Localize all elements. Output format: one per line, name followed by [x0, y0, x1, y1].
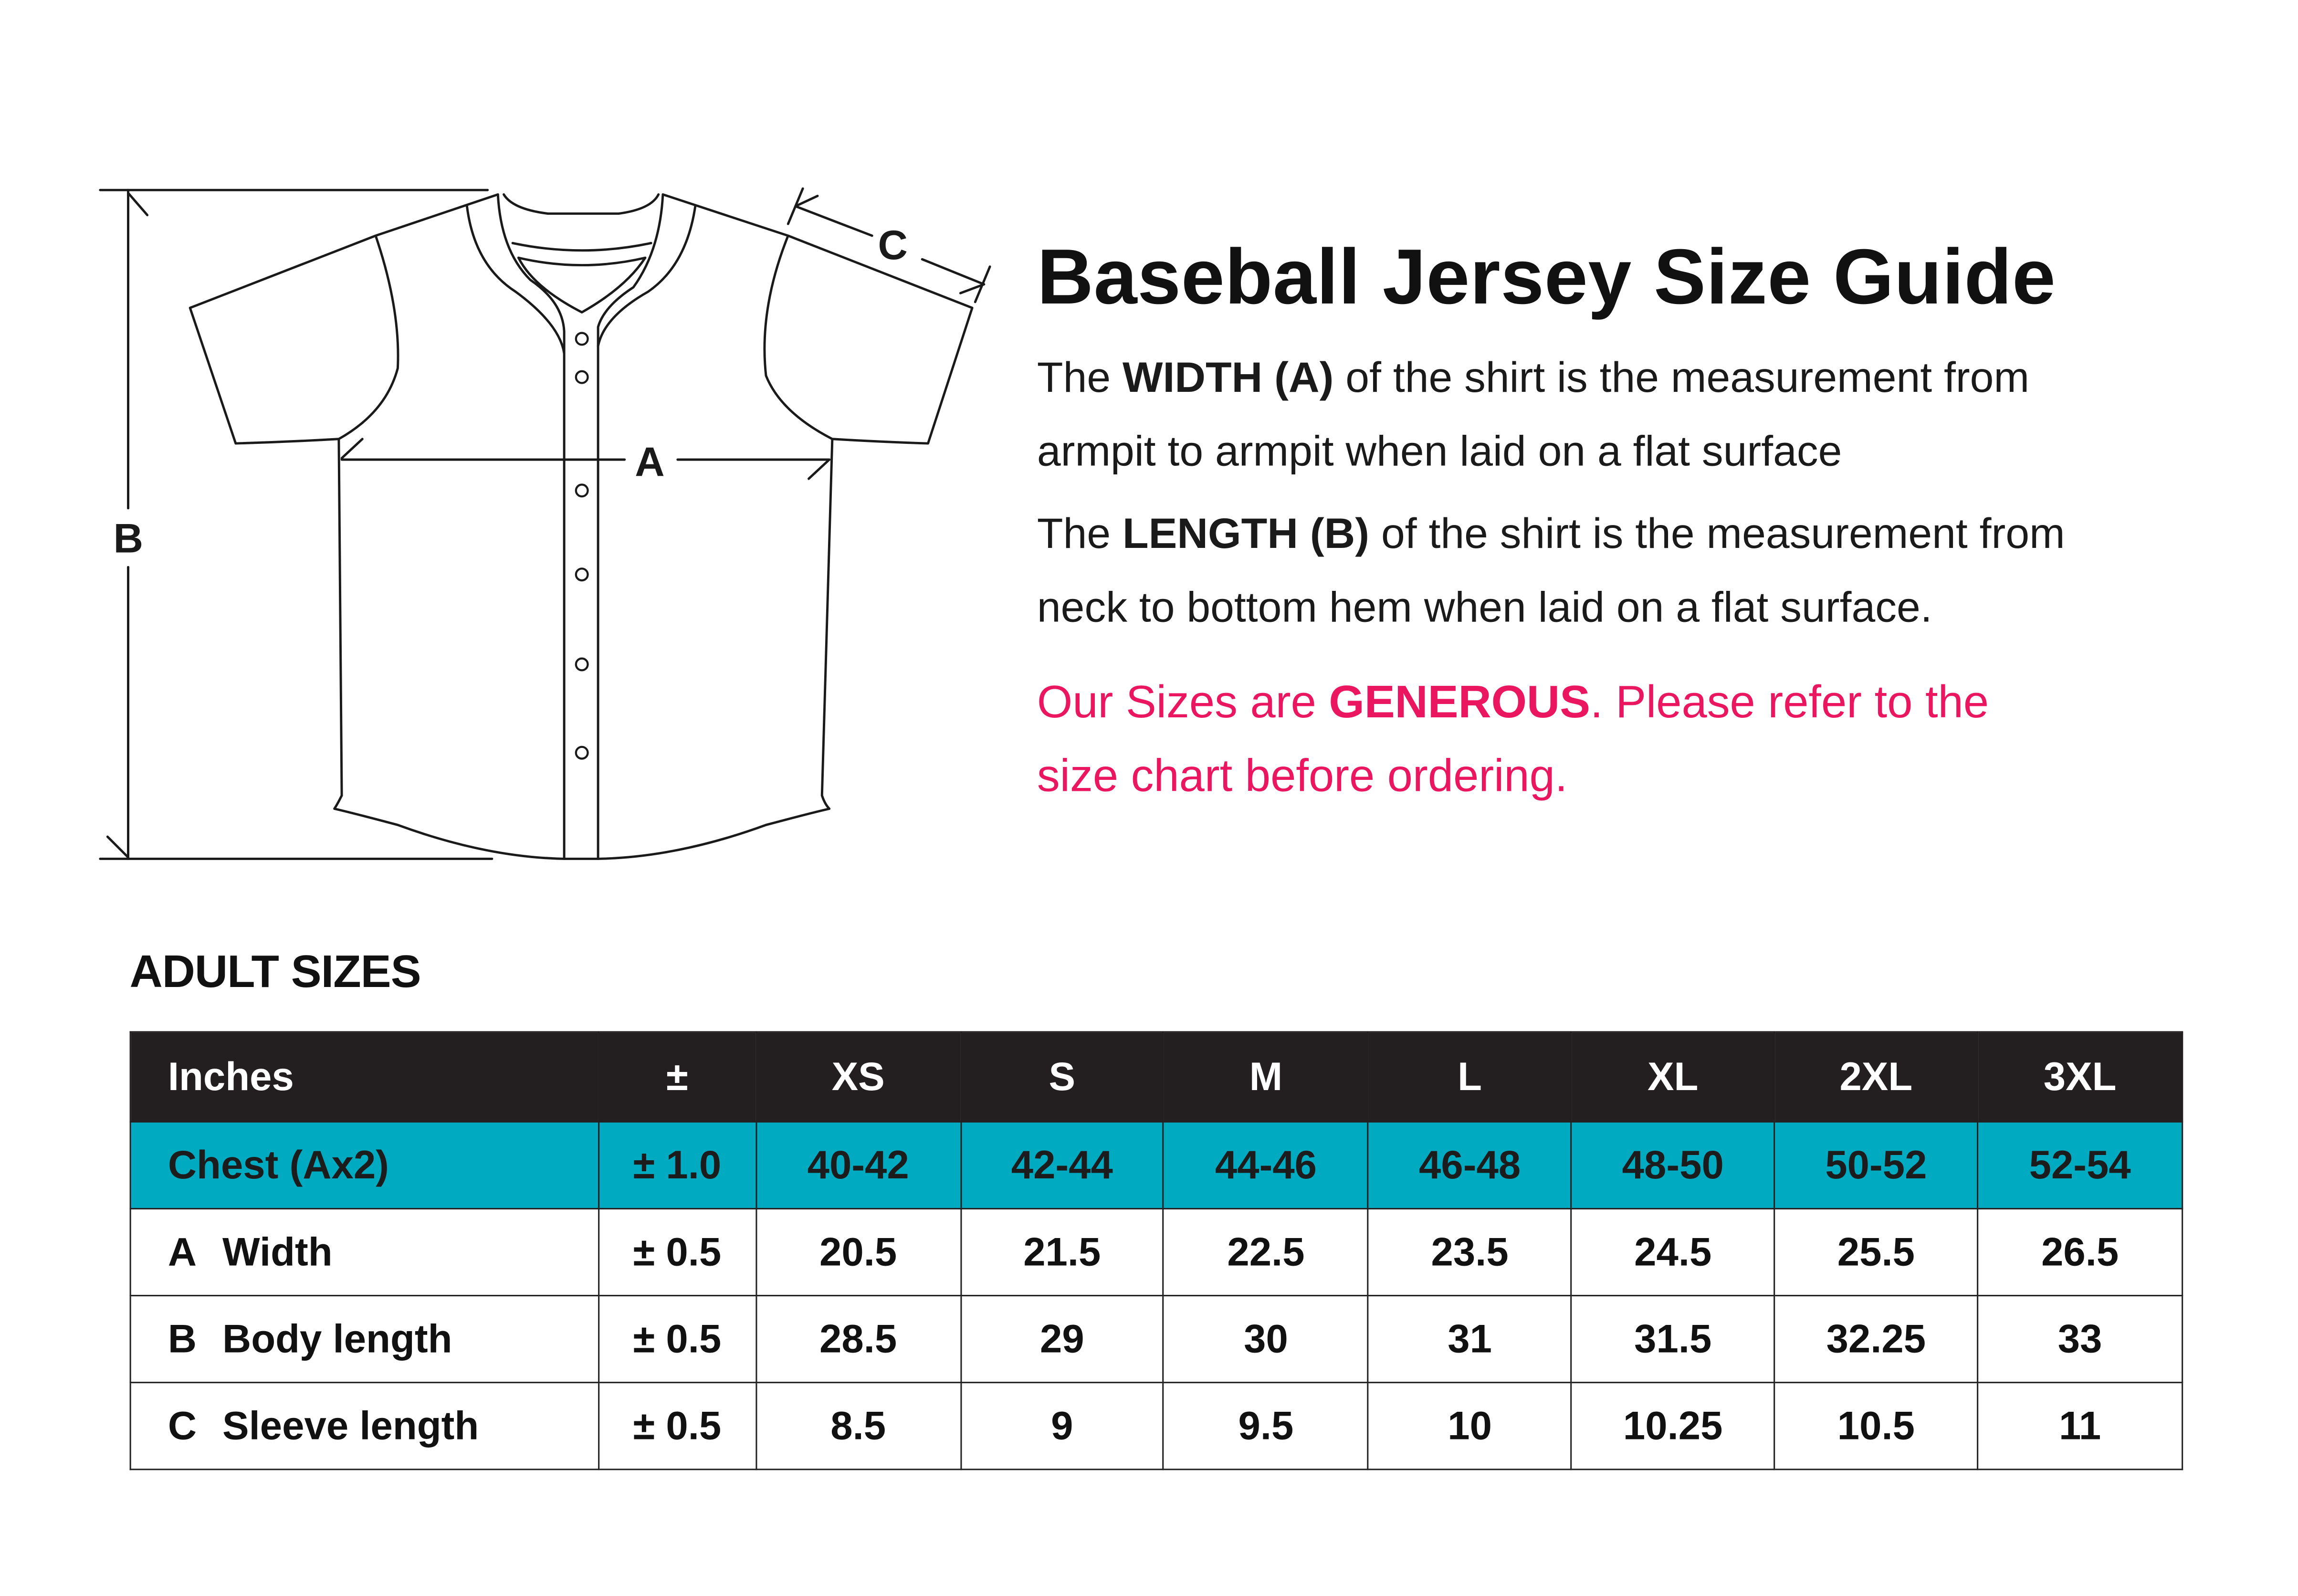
column-header: 3XL — [1977, 1031, 2183, 1123]
value-cell: 10 — [1367, 1382, 1572, 1470]
table-row: C Sleeve length ± 0.5 8.5 9 9.5 10 10.25 10.5 11 — [129, 1382, 2183, 1470]
value-cell: 29 — [960, 1295, 1165, 1384]
value-cell: 20.5 — [755, 1208, 962, 1297]
value-cell: 31 — [1367, 1295, 1572, 1384]
column-header: S — [960, 1031, 1165, 1123]
row-label: Chest (Ax2) — [129, 1121, 599, 1210]
text: of the shirt is the measurement from — [1369, 511, 2065, 558]
value-cell: 30 — [1163, 1295, 1369, 1384]
value-cell: 25.5 — [1773, 1208, 1979, 1297]
column-header: ± — [598, 1031, 757, 1123]
value-cell: 8.5 — [755, 1382, 962, 1470]
text: . Please refer to the — [1590, 676, 1989, 728]
value-cell: 10.25 — [1570, 1382, 1775, 1470]
row-label: A Width — [129, 1208, 599, 1297]
size-table: Inches ± XS S M L XL 2XL 3XL Chest (Ax2) ± 1.0 40-… — [129, 1031, 2183, 1470]
value-cell: 22.5 — [1163, 1208, 1369, 1297]
tolerance-cell: ± 1.0 — [598, 1121, 757, 1210]
value-cell: 33 — [1977, 1295, 2183, 1384]
column-header: L — [1367, 1031, 1572, 1123]
label-b: B — [114, 515, 143, 561]
tolerance-cell: ± 0.5 — [598, 1295, 757, 1384]
row-label: B Body length — [129, 1295, 599, 1384]
text: Our Sizes are — [1037, 676, 1329, 728]
value-cell: 11 — [1977, 1382, 2183, 1470]
text: of the shirt is the measurement from — [1333, 355, 2030, 402]
value-cell: 9.5 — [1163, 1382, 1369, 1470]
table-row: B Body length ± 0.5 28.5 29 30 31 31.5 32.25 33 — [129, 1295, 2183, 1384]
value-cell: 26.5 — [1977, 1208, 2183, 1297]
value-cell: 10.5 — [1773, 1382, 1979, 1470]
row-letter: B — [168, 1316, 197, 1361]
text: size chart before ordering. — [1037, 750, 1568, 802]
generous-term: GENEROUS — [1329, 676, 1591, 728]
text: The — [1037, 511, 1123, 558]
row-letter: C — [168, 1403, 197, 1448]
sizing-note: Our Sizes are GENEROUS. Please refer to … — [1037, 666, 1989, 813]
tolerance-cell: ± 0.5 — [598, 1208, 757, 1297]
value-cell: 21.5 — [960, 1208, 1165, 1297]
page-title: Baseball Jersey Size Guide — [1037, 234, 2056, 321]
row-letter: A — [168, 1229, 197, 1274]
tolerance-cell: ± 0.5 — [598, 1382, 757, 1470]
value-cell: 32.25 — [1773, 1295, 1979, 1384]
width-description: The WIDTH (A) of the shirt is the measur… — [1037, 342, 2029, 489]
length-description: The LENGTH (B) of the shirt is the measu… — [1037, 498, 2065, 645]
length-term: LENGTH (B) — [1123, 511, 1370, 558]
value-cell: 52-54 — [1977, 1121, 2183, 1210]
value-cell: 28.5 — [755, 1295, 962, 1384]
column-header: XS — [755, 1031, 962, 1123]
label-a: A — [635, 439, 664, 485]
value-cell: 31.5 — [1570, 1295, 1775, 1384]
column-header: 2XL — [1773, 1031, 1979, 1123]
value-cell: 9 — [960, 1382, 1165, 1470]
text: neck to bottom hem when laid on a flat s… — [1037, 585, 1932, 632]
section-title: ADULT SIZES — [129, 945, 421, 998]
value-cell: 50-52 — [1773, 1121, 1979, 1210]
table-row: Chest (Ax2) ± 1.0 40-42 42-44 44-46 46-48 48-5… — [129, 1121, 2183, 1210]
text: armpit to armpit when laid on a flat sur… — [1037, 429, 1842, 476]
jersey-diagram: B A C — [99, 187, 991, 860]
table-row: A Width ± 0.5 20.5 21.5 22.5 23.5 24.5 25.5 26.5 — [129, 1208, 2183, 1297]
table-header: Inches ± XS S M L XL 2XL 3XL — [129, 1031, 2183, 1123]
column-header: XL — [1570, 1031, 1775, 1123]
label-c: C — [878, 222, 908, 268]
row-name: Sleeve length — [222, 1403, 479, 1448]
value-cell: 46-48 — [1367, 1121, 1572, 1210]
value-cell: 23.5 — [1367, 1208, 1572, 1297]
row-label: C Sleeve length — [129, 1382, 599, 1470]
text: The — [1037, 355, 1123, 402]
value-cell: 48-50 — [1570, 1121, 1775, 1210]
value-cell: 40-42 — [755, 1121, 962, 1210]
row-name: Width — [222, 1229, 333, 1274]
value-cell: 24.5 — [1570, 1208, 1775, 1297]
column-header: M — [1163, 1031, 1369, 1123]
column-header: Inches — [129, 1031, 599, 1123]
width-term: WIDTH (A) — [1123, 355, 1334, 402]
value-cell: 42-44 — [960, 1121, 1165, 1210]
row-name: Chest (Ax2) — [168, 1142, 389, 1187]
value-cell: 44-46 — [1163, 1121, 1369, 1210]
row-name: Body length — [222, 1316, 452, 1361]
